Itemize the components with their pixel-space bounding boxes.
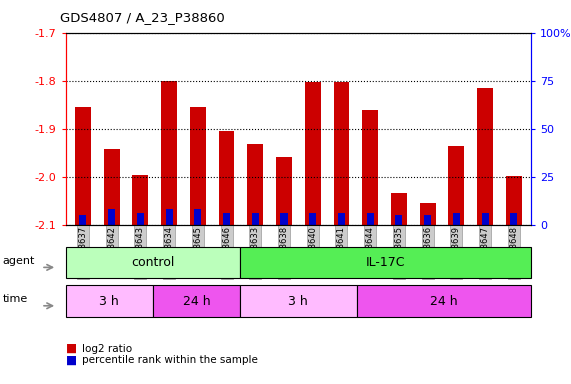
Bar	[132, 175, 148, 225]
Bar	[247, 144, 263, 225]
Text: ■: ■	[66, 342, 77, 355]
Bar	[190, 107, 206, 225]
Bar	[305, 82, 320, 225]
Bar	[79, 215, 86, 225]
Bar	[166, 209, 172, 225]
Bar	[75, 107, 91, 225]
Bar	[333, 82, 349, 225]
Bar	[448, 146, 464, 225]
Text: agent: agent	[3, 256, 35, 266]
Text: log2 ratio: log2 ratio	[82, 344, 132, 354]
Text: 24 h: 24 h	[183, 295, 210, 308]
Text: IL-17C: IL-17C	[366, 256, 405, 269]
Text: GDS4807 / A_23_P38860: GDS4807 / A_23_P38860	[60, 12, 225, 25]
Text: 3 h: 3 h	[288, 295, 308, 308]
Bar	[477, 88, 493, 225]
Bar	[108, 209, 115, 225]
Bar	[362, 111, 378, 225]
Bar	[161, 81, 177, 225]
Bar	[338, 213, 345, 225]
Bar	[391, 194, 407, 225]
Text: ■: ■	[66, 354, 77, 367]
Bar	[223, 213, 230, 225]
Bar	[104, 149, 119, 225]
Bar	[453, 213, 460, 225]
Bar	[395, 215, 403, 225]
Text: 24 h: 24 h	[430, 295, 457, 308]
Bar	[276, 157, 292, 225]
Bar	[137, 213, 144, 225]
Bar	[309, 213, 316, 225]
Text: 3 h: 3 h	[99, 295, 119, 308]
Bar	[506, 175, 522, 225]
Bar	[420, 203, 436, 225]
Bar	[280, 213, 288, 225]
Text: time: time	[3, 294, 28, 304]
Text: percentile rank within the sample: percentile rank within the sample	[82, 355, 258, 365]
Bar	[367, 213, 373, 225]
Bar	[194, 209, 202, 225]
Bar	[424, 215, 431, 225]
Text: control: control	[131, 256, 175, 269]
Bar	[219, 131, 235, 225]
Bar	[510, 213, 517, 225]
Bar	[481, 213, 489, 225]
Bar	[252, 213, 259, 225]
